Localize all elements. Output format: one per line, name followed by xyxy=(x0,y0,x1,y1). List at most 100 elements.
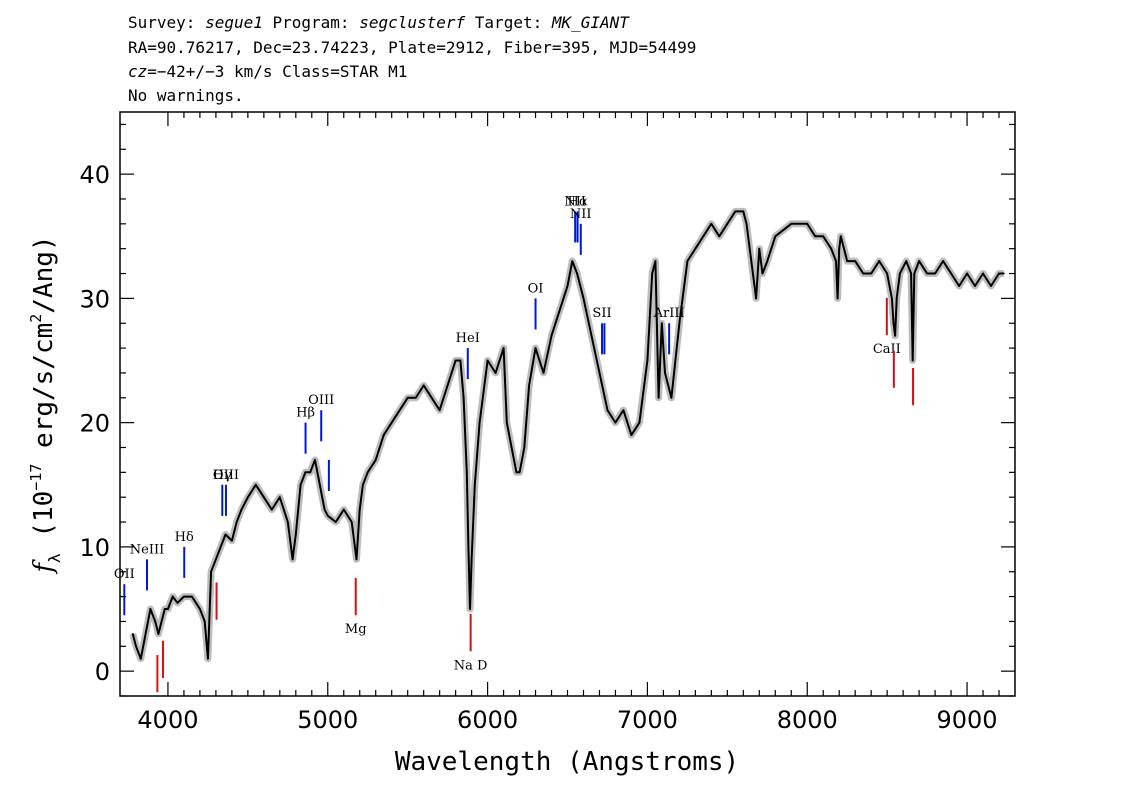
spectrum-point-123 xyxy=(846,260,849,263)
spectrum-point-4 xyxy=(149,608,152,610)
spectrum-point-125 xyxy=(862,272,865,275)
spectrum-point-146 xyxy=(982,272,984,275)
spectrum-point-67 xyxy=(494,372,497,374)
spectrum-point-100 xyxy=(694,247,697,250)
spectrum-point-86 xyxy=(614,421,617,424)
absorption-label-5: CaII xyxy=(873,342,901,357)
spectrum-point-35 xyxy=(314,459,316,461)
spectrum-point-136 xyxy=(911,359,914,362)
spectrum-point-144 xyxy=(966,272,968,275)
spectrum-point-56 xyxy=(446,384,449,387)
spectrum-point-131 xyxy=(894,334,897,337)
emission-label-8: HeI xyxy=(456,331,480,346)
spectrum-point-76 xyxy=(542,372,545,374)
spectrum-point-47 xyxy=(374,459,377,461)
spectrum-point-31 xyxy=(294,533,297,536)
emission-label-9: OI xyxy=(528,281,544,296)
spectrum-point-21 xyxy=(230,539,233,542)
spectrum-point-117 xyxy=(822,235,825,238)
spectrum-point-55 xyxy=(438,409,441,412)
spectrum-point-41 xyxy=(350,521,353,523)
spectrum-point-127 xyxy=(878,260,881,263)
spectrum-point-105 xyxy=(734,210,737,213)
emission-label-5: Hβ xyxy=(296,406,315,421)
spectrum-point-120 xyxy=(836,297,839,300)
spectrum-point-27 xyxy=(270,508,273,511)
spectrum-point-141 xyxy=(942,260,944,263)
spectrum-point-18 xyxy=(214,558,217,561)
header-line-3: cz=−42+/−3 km/s Class=STAR M1 xyxy=(128,62,408,81)
emission-label-4: OIII xyxy=(213,468,239,483)
spectrum-point-103 xyxy=(718,235,721,238)
emission-label-3: Hγ xyxy=(213,468,232,483)
x-tick-label: 7000 xyxy=(617,706,678,734)
spectrum-point-75 xyxy=(534,347,537,349)
spectrum-point-119 xyxy=(835,260,837,263)
spectrum-point-5 xyxy=(154,620,157,623)
header-line-4: No warnings. xyxy=(128,86,244,105)
spectrum-point-81 xyxy=(576,272,578,275)
emission-label-13: SII xyxy=(592,306,611,321)
axis-ticks: 4000 5000 6000 7000 8000 9000 0 10 20 30 40 xyxy=(79,112,1015,734)
spectrum-point-112 xyxy=(766,260,769,263)
spectrum-point-26 xyxy=(262,496,265,499)
spectrum-point-138 xyxy=(918,260,921,263)
spectrum-point-98 xyxy=(678,322,681,325)
spectrum-point-33 xyxy=(304,471,307,474)
spectrum-point-108 xyxy=(750,260,753,263)
spectrum-point-73 xyxy=(523,446,526,449)
spectrum-point-118 xyxy=(830,247,833,250)
spectrum-point-64 xyxy=(473,483,476,486)
spectrum-point-111 xyxy=(761,272,764,275)
spectrum-point-40 xyxy=(342,508,345,511)
x-tick-label: 5000 xyxy=(297,706,358,734)
spectrum-point-30 xyxy=(291,558,294,561)
spectrum-point-62 xyxy=(469,608,471,610)
spectrum-point-8 xyxy=(163,608,166,610)
spectrum-point-45 xyxy=(362,483,364,486)
y-axis-title: fλ (10−17 erg/s/cm2/Ang) xyxy=(27,235,64,574)
x-tick-label: 8000 xyxy=(777,706,838,734)
spectrum-line xyxy=(131,210,1004,660)
spectrum-point-14 xyxy=(199,608,201,610)
spectrum-point-129 xyxy=(891,297,893,300)
spectrum-point-17 xyxy=(210,570,212,573)
spectrum-point-70 xyxy=(510,446,513,449)
spectrum-point-101 xyxy=(702,235,705,238)
spectrum-point-39 xyxy=(334,521,337,523)
spectrum-point-44 xyxy=(358,508,361,511)
spectrum-point-54 xyxy=(430,396,433,399)
spectrum-point-22 xyxy=(235,521,238,523)
spectrum-point-13 xyxy=(191,595,193,598)
spectrum-point-25 xyxy=(254,483,257,486)
spectrum-point-94 xyxy=(660,322,663,325)
emission-label-0: OII xyxy=(114,567,135,582)
spectrum-point-122 xyxy=(839,235,842,238)
spectrum-point-61 xyxy=(467,545,470,548)
spectrum-point-121 xyxy=(838,247,841,250)
spectrum-point-10 xyxy=(171,595,174,598)
spectrum-point-3 xyxy=(144,632,147,635)
spectrum-point-48 xyxy=(382,434,385,436)
spectrum-series xyxy=(131,210,1005,660)
spectrum-point-0 xyxy=(131,632,134,635)
y-tick-label: 20 xyxy=(79,410,110,438)
spectrum-point-110 xyxy=(758,247,761,250)
spectrum-point-143 xyxy=(958,285,960,287)
spectrum-point-90 xyxy=(646,359,649,362)
spectrum-point-137 xyxy=(913,272,916,275)
spectrum-point-12 xyxy=(183,595,185,598)
spectrum-point-134 xyxy=(905,260,908,263)
spectrum-point-113 xyxy=(774,235,777,238)
spectrum-point-49 xyxy=(390,421,393,424)
spectrum-point-65 xyxy=(478,421,481,424)
spectrum-point-11 xyxy=(176,601,179,604)
x-tick-label: 4000 xyxy=(137,706,198,734)
emission-label-15: ArIII xyxy=(653,306,685,321)
spectrum-point-130 xyxy=(892,322,895,325)
y-tick-label: 40 xyxy=(79,161,110,189)
spectrum-point-106 xyxy=(742,210,745,213)
spectrum-point-7 xyxy=(160,620,163,623)
